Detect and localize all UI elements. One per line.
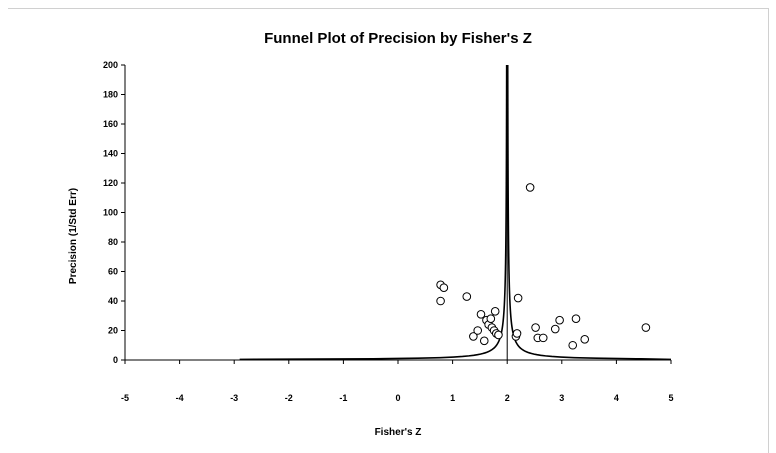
data-point	[641, 323, 651, 332]
y-tick-label: 140	[103, 149, 118, 159]
data-point	[538, 333, 548, 343]
data-point	[462, 292, 472, 301]
x-tick-label: 3	[559, 393, 564, 403]
funnel-left-curve	[239, 65, 508, 361]
x-axis-label: Fisher's Z	[375, 427, 422, 438]
data-point	[513, 293, 523, 303]
data-point	[550, 324, 560, 334]
data-point	[469, 332, 478, 341]
y-tick-label: 180	[103, 90, 118, 100]
x-tick-label: -2	[285, 393, 293, 403]
x-tick-label: -1	[339, 393, 347, 403]
data-point	[436, 296, 445, 306]
axes: 0 20 40 60 80 100 120 140 160 180 200 -5 -4 -3 -2 -1 0 1 2…	[103, 60, 674, 403]
x-tick-label: 2	[505, 393, 510, 403]
x-tick-label: -5	[121, 393, 129, 403]
y-tick-label: 80	[108, 237, 118, 247]
y-axis-label: Precision (1/Std Err)	[68, 188, 79, 284]
data-point	[490, 307, 500, 316]
data-point	[473, 326, 483, 335]
chart-frame	[8, 8, 769, 453]
x-tick-label: -4	[176, 393, 184, 403]
x-tick-label: 5	[668, 393, 673, 403]
x-tick-label: 1	[450, 393, 455, 403]
y-tick-label: 160	[103, 119, 118, 129]
x-tick-label: -3	[230, 393, 238, 403]
y-tick-label: 100	[103, 208, 118, 218]
funnel-right-curve	[506, 65, 672, 361]
y-tick-label: 120	[103, 178, 118, 188]
data-point	[486, 314, 496, 324]
y-tick-label: 40	[108, 296, 118, 306]
data-points	[436, 183, 651, 350]
data-point	[555, 315, 564, 325]
data-point	[494, 330, 503, 340]
y-tick-label: 200	[103, 60, 118, 70]
funnel-lines	[239, 65, 672, 361]
x-tick-label: 4	[614, 393, 619, 403]
data-point	[580, 335, 590, 344]
data-point	[512, 329, 522, 338]
y-tick-label: 0	[113, 355, 118, 365]
data-point	[531, 323, 540, 332]
y-tick-label: 20	[108, 326, 118, 336]
data-point	[568, 340, 578, 350]
data-point	[479, 336, 489, 346]
x-tick-label: 0	[395, 393, 400, 403]
data-point	[525, 183, 535, 192]
data-point	[571, 314, 581, 324]
data-point	[439, 283, 449, 293]
data-point	[476, 309, 486, 319]
chart-title: Funnel Plot of Precision by Fisher's Z	[264, 30, 532, 47]
y-tick-label: 60	[108, 267, 118, 277]
